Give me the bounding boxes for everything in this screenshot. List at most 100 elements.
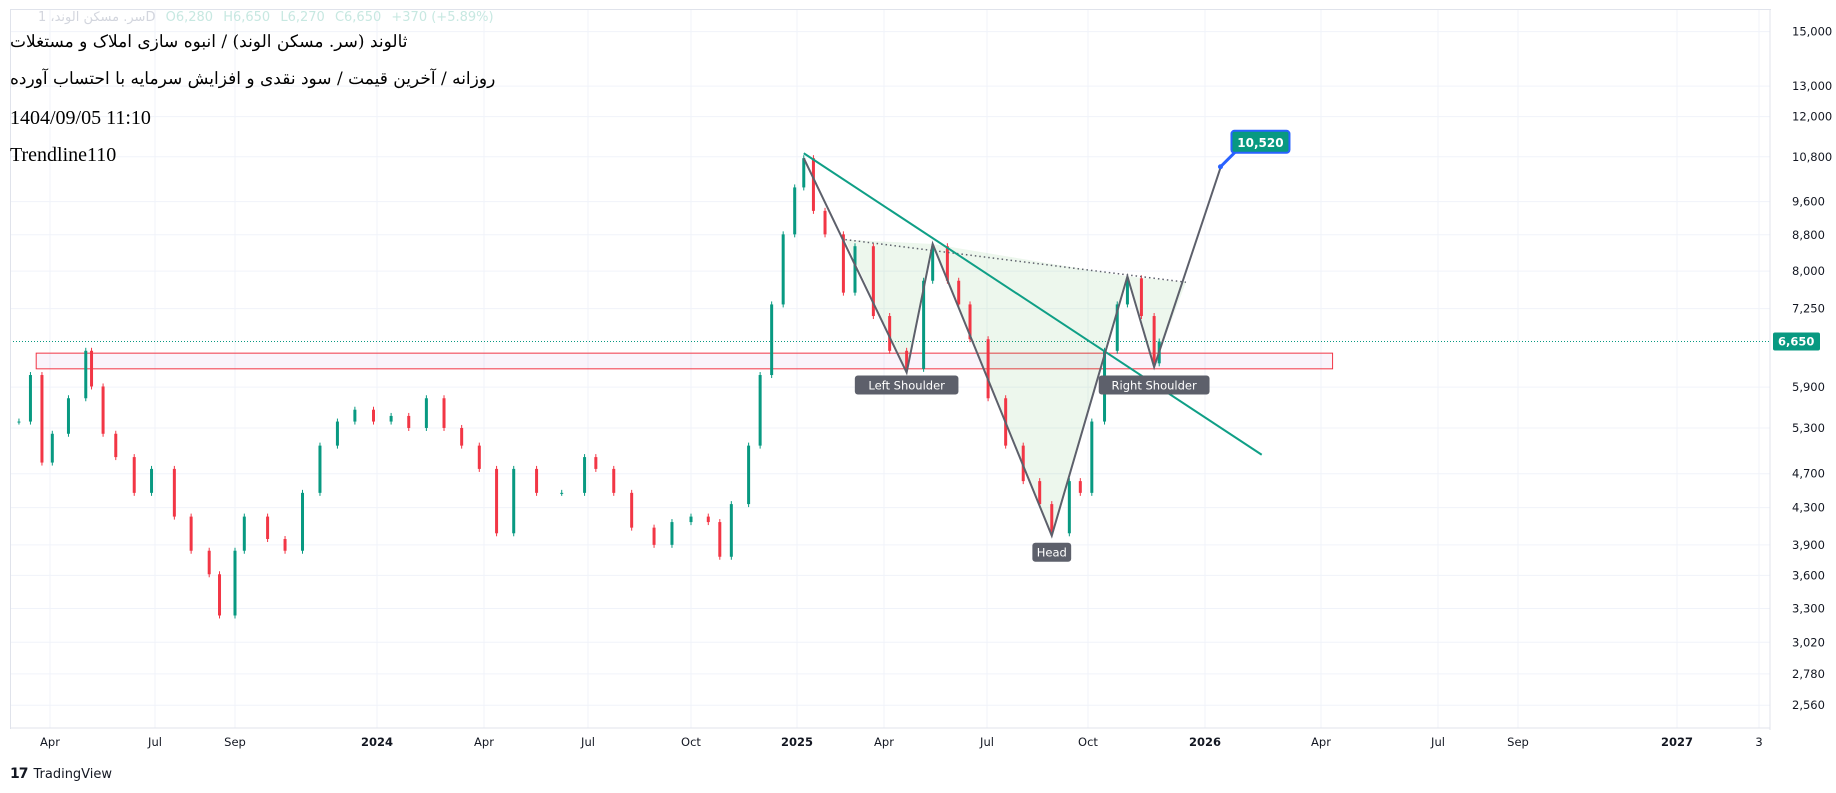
candle (986, 339, 990, 399)
target-label-box (1230, 129, 1291, 154)
candle (594, 457, 598, 469)
head-shoulders-pattern (802, 157, 1222, 539)
trendline (803, 152, 1263, 456)
candle (583, 457, 587, 493)
y-tick-label: 8,000 (1792, 264, 1825, 278)
candle (1050, 504, 1054, 534)
candle (968, 304, 972, 340)
candle (729, 504, 733, 557)
candle (407, 415, 411, 428)
y-tick-label: 3,300 (1792, 601, 1825, 615)
candle (335, 421, 339, 446)
candle (931, 246, 935, 281)
candle (1067, 481, 1071, 534)
x-tick-label: Jul (1430, 735, 1445, 749)
candle (802, 158, 806, 188)
candle (353, 409, 357, 422)
y-tick-label: 9,600 (1792, 195, 1825, 209)
candle (50, 433, 54, 463)
candle (477, 445, 481, 469)
tradingview-logo[interactable]: 17 TradingView (10, 766, 112, 782)
target-point (1217, 164, 1223, 170)
pattern-label-left-shoulder: Left Shoulder (854, 375, 959, 395)
candle (689, 516, 693, 523)
y-tick-label: 10,800 (1792, 150, 1832, 164)
candle (101, 386, 105, 434)
legend-change: +370 (+5.89%) (391, 10, 494, 25)
x-tick-label: Apr (474, 735, 494, 749)
candle (922, 280, 926, 369)
last-price-text: 6,650 (1778, 335, 1814, 349)
x-tick-label: 2027 (1661, 735, 1693, 749)
x-tick-label: Apr (1311, 735, 1331, 749)
candle (172, 468, 176, 517)
legend-close: C6,650 (334, 10, 382, 25)
neckline-dotted (845, 238, 1187, 283)
candle (1115, 304, 1119, 351)
pattern-label-right-shoulder: Right Shoulder (1098, 375, 1210, 395)
candle (40, 375, 44, 463)
y-tick-label: 4,700 (1792, 467, 1825, 481)
x-tick-label: Jul (979, 735, 994, 749)
x-tick-label: Oct (1078, 735, 1098, 749)
label-box (1032, 542, 1072, 562)
x-tick-label: Jul (580, 735, 595, 749)
candle (218, 574, 222, 616)
y-tick-label: 15,000 (1792, 25, 1832, 39)
last-price-badge (1773, 332, 1820, 351)
x-tick-label: 2026 (1189, 735, 1221, 749)
x-tick-label: Sep (1507, 735, 1529, 749)
candle (1090, 421, 1094, 493)
y-tick-label: 12,000 (1792, 110, 1832, 124)
candle (770, 304, 774, 376)
candle (389, 415, 393, 422)
candle (84, 350, 88, 399)
candle (888, 316, 892, 351)
candle (793, 187, 797, 235)
target-label-text: 10,520 (1237, 136, 1283, 150)
chart-datetime: 1404/09/05 11:10 (10, 107, 151, 129)
y-tick-label: 5,300 (1792, 421, 1825, 435)
candle (442, 398, 446, 428)
candle (853, 246, 857, 293)
candle (132, 457, 136, 493)
candle (266, 516, 270, 540)
candle (114, 433, 118, 458)
candle (652, 527, 656, 545)
candle (495, 468, 499, 534)
ohlc-legend: سر. مسکن الوند، 1D O6,280 H6,650 L6,270 … (38, 10, 500, 25)
candle (945, 246, 949, 281)
candle (66, 398, 70, 434)
legend-symbol: سر. مسکن الوند، 1D (38, 10, 156, 25)
x-tick-label: 3 (1755, 735, 1762, 749)
label-box (854, 375, 959, 395)
candle (560, 492, 564, 494)
candle (28, 375, 32, 422)
candle (301, 492, 305, 551)
candle (318, 445, 322, 493)
y-tick-label: 3,020 (1792, 635, 1825, 649)
candle (512, 468, 516, 534)
candle (758, 375, 762, 446)
candle (781, 234, 785, 305)
candle (242, 516, 246, 551)
candle (150, 468, 154, 493)
candle (841, 234, 845, 293)
candle (1038, 481, 1042, 505)
x-tick-label: Jul (147, 735, 162, 749)
candle (207, 550, 211, 575)
candle (706, 516, 710, 523)
x-tick-label: 2025 (781, 735, 813, 749)
legend-open: O6,280 (165, 10, 214, 25)
tv-logo-icon: 17 (10, 766, 29, 782)
candle (1078, 481, 1082, 493)
candle (905, 350, 909, 369)
y-tick-label: 4,300 (1792, 501, 1825, 515)
candle (1125, 278, 1129, 305)
pattern-shading (845, 239, 933, 373)
candle (1152, 316, 1156, 364)
candle (90, 350, 94, 387)
legend-high: H6,650 (223, 10, 271, 25)
label-box (1098, 375, 1210, 395)
